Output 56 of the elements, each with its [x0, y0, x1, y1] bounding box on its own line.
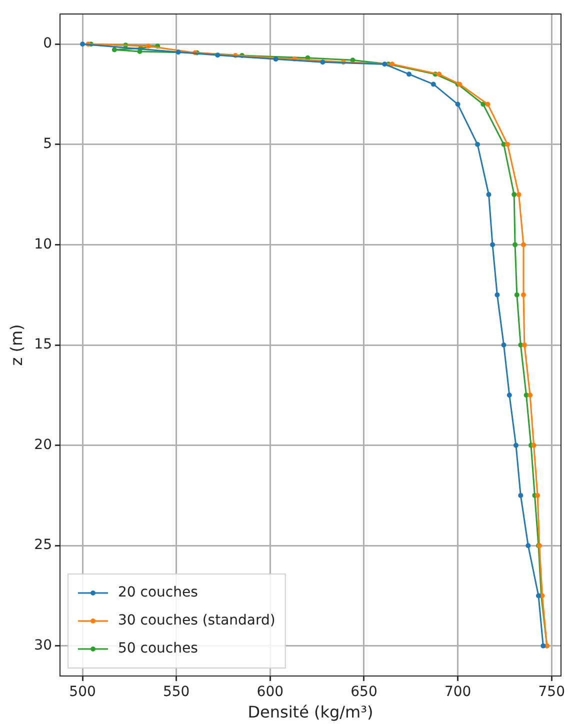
point — [430, 82, 436, 87]
point — [273, 56, 278, 62]
point — [514, 292, 520, 298]
point — [455, 102, 460, 107]
x-axis-title: Densité (kg/m³) — [248, 702, 374, 722]
point — [320, 60, 326, 65]
point — [485, 102, 490, 107]
y-tick-label: 10 — [34, 236, 52, 252]
point — [382, 62, 388, 67]
point — [80, 42, 86, 47]
x-tick-label: 750 — [538, 684, 565, 700]
y-tick-label: 0 — [43, 36, 52, 52]
point — [490, 242, 496, 248]
x-tick-label: 650 — [350, 684, 378, 700]
x-tick-label: 550 — [162, 684, 190, 700]
point — [512, 242, 518, 248]
point — [535, 492, 540, 498]
point — [505, 142, 510, 147]
point — [176, 50, 181, 55]
point — [480, 102, 486, 107]
point — [475, 142, 480, 147]
point — [520, 242, 526, 248]
point — [137, 49, 142, 54]
y-tick-label: 30 — [34, 638, 52, 654]
legend-label: 30 couches (standard) — [118, 612, 276, 629]
x-tick-label: 500 — [69, 684, 96, 700]
point — [406, 72, 412, 77]
point — [528, 392, 533, 398]
point — [522, 342, 527, 348]
point — [146, 44, 151, 49]
point — [513, 442, 518, 448]
y-axis-title: z (m) — [6, 324, 26, 366]
legend-label: 20 couches — [118, 584, 198, 601]
point — [520, 292, 526, 298]
point — [512, 192, 517, 198]
point — [531, 442, 536, 448]
y-tick-label: 15 — [34, 336, 52, 353]
y-tick-label: 5 — [43, 136, 52, 152]
point — [390, 62, 395, 67]
point — [518, 492, 524, 498]
point — [526, 543, 531, 548]
y-tick-label: 20 — [34, 436, 52, 453]
point — [536, 593, 541, 598]
point — [506, 392, 512, 398]
legend-label: 50 couches — [118, 640, 198, 657]
point — [501, 342, 506, 348]
point — [215, 52, 220, 58]
x-tick-label: 600 — [256, 684, 284, 700]
point — [494, 292, 500, 298]
point — [516, 192, 522, 198]
x-tick-label: 700 — [444, 684, 472, 700]
y-tick-label: 25 — [34, 537, 52, 554]
point — [486, 192, 492, 198]
point — [540, 643, 546, 648]
point — [436, 72, 442, 77]
point — [112, 47, 117, 52]
